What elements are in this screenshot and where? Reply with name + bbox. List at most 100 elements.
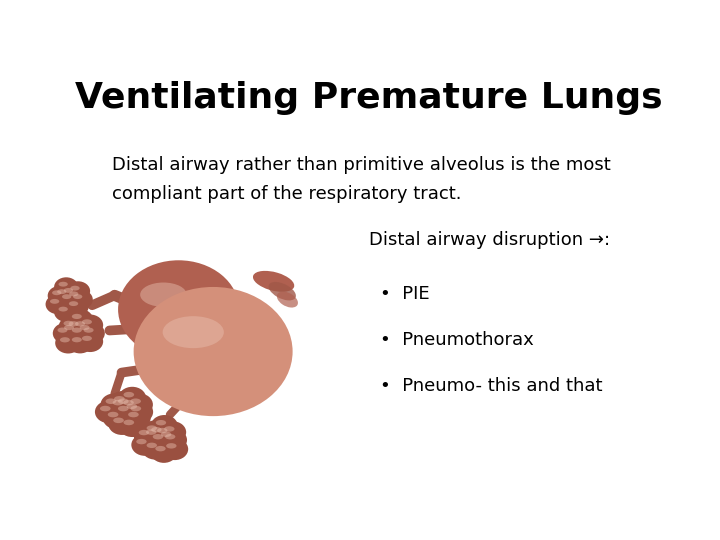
Ellipse shape: [125, 393, 153, 416]
Ellipse shape: [82, 336, 92, 341]
Text: Distal airway rather than primitive alveolus is the most: Distal airway rather than primitive alve…: [112, 156, 611, 174]
Ellipse shape: [103, 407, 130, 429]
Ellipse shape: [153, 434, 163, 440]
Ellipse shape: [134, 287, 292, 416]
Ellipse shape: [156, 446, 166, 451]
Ellipse shape: [163, 316, 224, 348]
Ellipse shape: [108, 412, 118, 417]
Ellipse shape: [58, 328, 68, 333]
Ellipse shape: [67, 309, 93, 330]
Ellipse shape: [65, 287, 89, 307]
Ellipse shape: [130, 399, 141, 404]
Text: Ventilating Premature Lungs: Ventilating Premature Lungs: [75, 82, 663, 116]
Ellipse shape: [71, 286, 80, 291]
Ellipse shape: [118, 395, 146, 417]
Ellipse shape: [113, 417, 124, 423]
Ellipse shape: [166, 443, 176, 449]
Ellipse shape: [142, 421, 168, 442]
Ellipse shape: [50, 299, 59, 304]
Ellipse shape: [58, 282, 68, 287]
Ellipse shape: [131, 434, 158, 456]
Ellipse shape: [156, 427, 183, 449]
Ellipse shape: [152, 423, 179, 445]
Ellipse shape: [140, 282, 186, 307]
Ellipse shape: [165, 434, 176, 440]
Ellipse shape: [80, 325, 89, 330]
Ellipse shape: [64, 316, 90, 338]
Ellipse shape: [127, 403, 137, 409]
Ellipse shape: [52, 291, 61, 295]
Ellipse shape: [100, 406, 111, 411]
Ellipse shape: [151, 415, 178, 437]
Ellipse shape: [66, 281, 90, 301]
Ellipse shape: [53, 285, 77, 305]
Text: •  PIE: • PIE: [380, 285, 430, 303]
Text: •  Pneumothorax: • Pneumothorax: [380, 331, 534, 349]
Ellipse shape: [77, 331, 103, 352]
Ellipse shape: [95, 401, 122, 423]
Ellipse shape: [48, 286, 72, 306]
Ellipse shape: [107, 395, 135, 417]
Ellipse shape: [124, 420, 134, 425]
Text: •  Pneumo- this and that: • Pneumo- this and that: [380, 377, 603, 395]
Ellipse shape: [150, 441, 177, 463]
Ellipse shape: [67, 323, 93, 344]
Ellipse shape: [112, 400, 123, 406]
Ellipse shape: [67, 332, 93, 353]
Ellipse shape: [141, 424, 168, 447]
Ellipse shape: [123, 400, 134, 406]
Ellipse shape: [84, 328, 94, 333]
Ellipse shape: [269, 282, 296, 300]
Ellipse shape: [72, 314, 82, 319]
Ellipse shape: [54, 278, 78, 297]
Ellipse shape: [146, 422, 174, 444]
Ellipse shape: [58, 307, 68, 312]
Ellipse shape: [68, 321, 78, 326]
Ellipse shape: [60, 337, 70, 342]
Ellipse shape: [69, 292, 78, 296]
Ellipse shape: [122, 399, 149, 421]
Ellipse shape: [118, 260, 239, 359]
Ellipse shape: [119, 415, 146, 437]
Ellipse shape: [62, 294, 71, 299]
Ellipse shape: [114, 396, 125, 402]
Ellipse shape: [113, 393, 140, 416]
Ellipse shape: [161, 431, 171, 437]
Ellipse shape: [106, 399, 116, 404]
Ellipse shape: [123, 407, 150, 429]
Ellipse shape: [72, 337, 82, 342]
Ellipse shape: [75, 320, 101, 341]
Ellipse shape: [101, 393, 128, 416]
Ellipse shape: [136, 439, 147, 444]
Ellipse shape: [72, 328, 82, 333]
Ellipse shape: [59, 316, 85, 337]
Ellipse shape: [73, 294, 82, 299]
Ellipse shape: [113, 401, 140, 423]
Ellipse shape: [71, 316, 96, 338]
Ellipse shape: [79, 323, 105, 344]
Ellipse shape: [58, 290, 82, 309]
Ellipse shape: [75, 321, 85, 326]
Ellipse shape: [82, 319, 92, 325]
Ellipse shape: [55, 333, 81, 354]
Ellipse shape: [253, 271, 294, 292]
Ellipse shape: [139, 430, 149, 435]
Ellipse shape: [164, 426, 174, 431]
Ellipse shape: [64, 325, 74, 330]
Ellipse shape: [53, 323, 78, 344]
Ellipse shape: [59, 320, 85, 341]
Ellipse shape: [128, 412, 139, 417]
Ellipse shape: [108, 413, 136, 435]
Ellipse shape: [134, 425, 161, 447]
Ellipse shape: [77, 314, 103, 335]
Ellipse shape: [119, 387, 146, 409]
Ellipse shape: [130, 406, 141, 411]
Ellipse shape: [65, 297, 89, 316]
Ellipse shape: [45, 294, 70, 314]
Ellipse shape: [160, 429, 187, 451]
Ellipse shape: [64, 288, 73, 293]
Ellipse shape: [156, 420, 166, 426]
Ellipse shape: [157, 428, 168, 433]
Ellipse shape: [59, 284, 84, 303]
Ellipse shape: [57, 289, 66, 294]
